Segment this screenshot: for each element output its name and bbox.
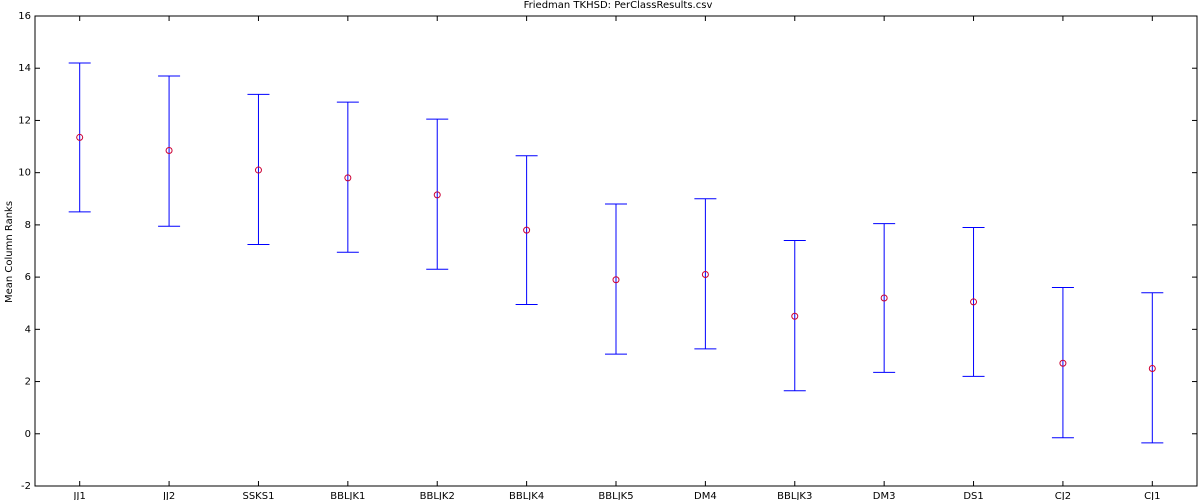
x-tick-label: CJ2 — [1055, 491, 1071, 500]
y-tick-label: -2 — [21, 481, 31, 492]
x-tick-label: BBLJK5 — [598, 491, 633, 500]
mean-rank-marker — [701, 271, 709, 278]
mean-rank-marker — [433, 191, 441, 199]
error-bar-cj2 — [1051, 287, 1074, 439]
x-tick-label: BBLJK4 — [509, 491, 544, 500]
mean-rank-marker — [1059, 359, 1067, 367]
error-bar-ds1 — [962, 227, 985, 377]
mean-rank-marker — [880, 294, 888, 302]
error-bar-bbljk1 — [336, 101, 359, 253]
error-bar-bbljk3 — [783, 240, 806, 392]
error-bar-series — [68, 62, 1164, 444]
x-tick-label: DS1 — [963, 491, 983, 500]
error-bar-bbljk2 — [426, 118, 449, 270]
y-axis-label: Mean Column Ranks — [4, 201, 15, 303]
chart-title: Friedman TKHSD: PerClassResults.csv — [524, 0, 713, 11]
mean-rank-marker — [1148, 365, 1156, 372]
error-bar-bbljk5 — [605, 203, 627, 355]
y-tick-label: 2 — [25, 377, 31, 388]
x-tick-label: JJ2 — [162, 491, 175, 500]
error-bar-dm3 — [873, 223, 896, 373]
y-tick-label: 16 — [18, 11, 31, 22]
y-tick-label: 0 — [25, 429, 31, 440]
mean-rank-marker — [254, 166, 262, 174]
x-tick-label: BBLJK2 — [420, 491, 455, 500]
x-tick-label: SSKS1 — [242, 491, 274, 500]
x-tick-label: JJ1 — [73, 491, 86, 500]
x-tick-label: DM3 — [873, 491, 896, 500]
x-tick-label: DM4 — [694, 491, 717, 500]
x-tick-label: BBLJK1 — [330, 491, 365, 500]
y-tick-label: 14 — [18, 63, 31, 74]
error-bar-jj2 — [158, 75, 181, 227]
mean-rank-marker — [612, 276, 620, 284]
error-bar-bbljk4 — [515, 155, 538, 306]
mean-rank-marker — [970, 298, 978, 306]
y-tick-label: 4 — [25, 324, 31, 335]
x-tick-label: BBLJK3 — [777, 491, 812, 500]
y-tick-label: 8 — [25, 220, 31, 231]
y-axis-ticks: -2 0 2 4 6 8 10 12 14 16 — [18, 11, 1197, 492]
mean-rank-marker — [76, 133, 84, 141]
mean-rank-marker — [165, 146, 173, 154]
y-tick-label: 6 — [25, 272, 31, 283]
mean-rank-marker — [344, 174, 352, 182]
error-bar-cj1 — [1141, 292, 1164, 444]
error-bar-ssks1 — [247, 93, 270, 245]
y-tick-label: 12 — [18, 115, 31, 126]
error-bar-dm4 — [694, 198, 717, 350]
y-tick-label: 10 — [18, 168, 31, 179]
x-tick-label: CJ1 — [1144, 491, 1160, 500]
mean-rank-marker — [523, 226, 531, 234]
error-bar-jj1 — [68, 62, 91, 213]
x-axis-ticks: JJ1 JJ2 SSKS1 BBLJK1 BBLJK2 BBLJK4 BBLJK5 DM4 BB… — [73, 16, 1160, 500]
mean-rank-marker — [791, 312, 799, 320]
